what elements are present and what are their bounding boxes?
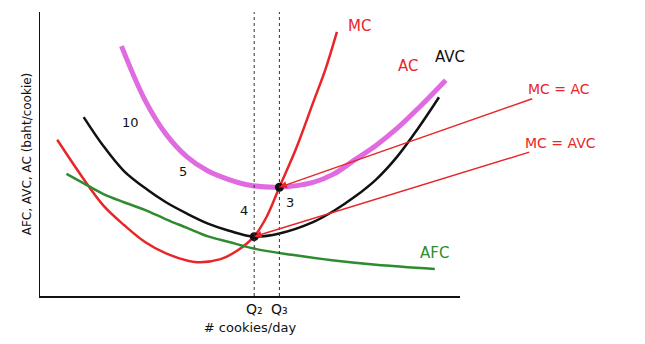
svg-text:3: 3 <box>286 195 294 210</box>
svg-text:AVC: AVC <box>435 48 465 66</box>
svg-text:Q₃: Q₃ <box>271 301 288 317</box>
svg-text:Q₂: Q₂ <box>246 301 263 317</box>
svg-text:AC: AC <box>398 57 418 75</box>
svg-text:MC: MC <box>348 17 371 35</box>
svg-text:AFC: AFC <box>420 244 449 262</box>
svg-text:5: 5 <box>179 164 187 179</box>
svg-text:10: 10 <box>122 115 139 130</box>
svg-text:MC = AC: MC = AC <box>528 81 590 97</box>
svg-text:4: 4 <box>240 203 248 218</box>
svg-text:# cookies/day: # cookies/day <box>204 320 297 335</box>
svg-text:AFC, AVC, AC (baht/cookie): AFC, AVC, AC (baht/cookie) <box>20 73 34 236</box>
svg-text:MC = AVC: MC = AVC <box>525 135 596 151</box>
